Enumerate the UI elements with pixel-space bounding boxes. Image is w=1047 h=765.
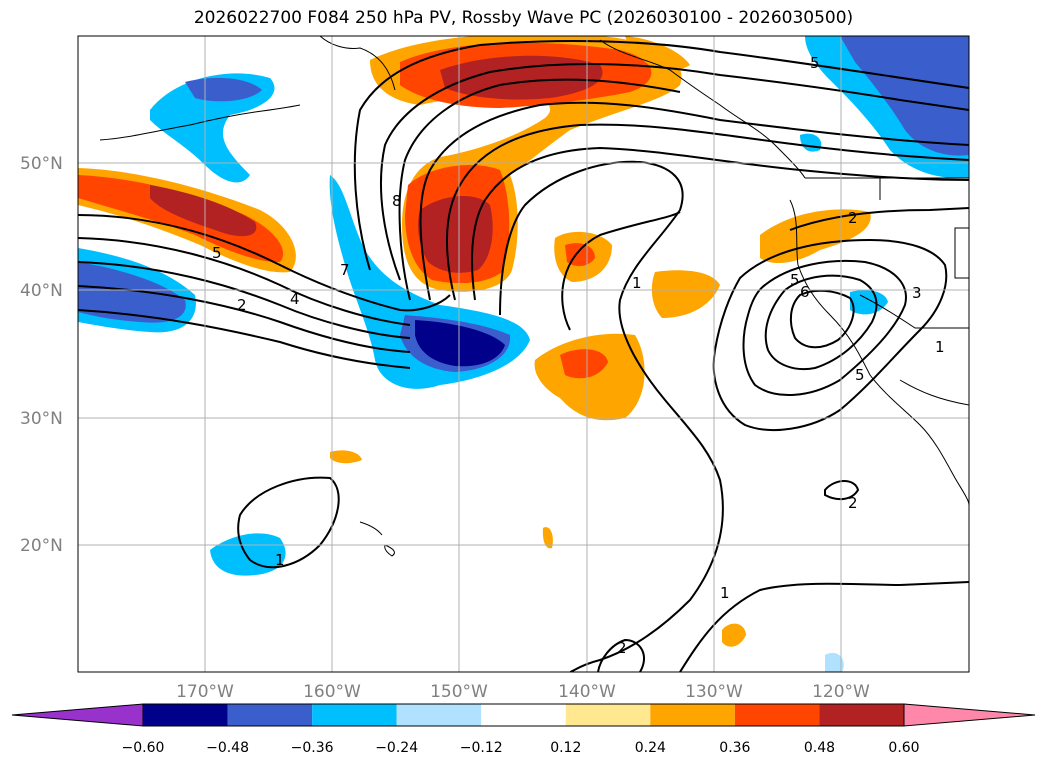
map-title: 2026022700 F084 250 hPa PV, Rossby Wave …: [193, 8, 854, 28]
contour-label: 4: [290, 290, 300, 308]
lon-label: 160°W: [303, 682, 361, 702]
lat-label: 20°N: [20, 536, 63, 556]
colorbar-tick-label: 0.24: [635, 740, 666, 756]
contour-label: 1: [935, 338, 945, 356]
colorbar-extend-high: [903, 703, 1036, 727]
colorbar: −0.60 −0.48 −0.36 −0.24 −0.12 0.12 0.24 0.36 0.4…: [11, 703, 1036, 756]
colorbar-segment: [819, 704, 904, 726]
lat-label: 50°N: [20, 154, 63, 174]
lon-label: 170°W: [176, 682, 234, 702]
colorbar-segment: [650, 704, 735, 726]
colorbar-extend-low: [11, 703, 144, 727]
colorbar-tick-label: −0.24: [375, 740, 418, 756]
contour-label: 1: [275, 551, 285, 569]
colorbar-tick-label: 0.60: [888, 740, 919, 756]
rossby-wave-contours: [78, 39, 969, 672]
colorbar-segment: [312, 704, 397, 726]
colorbar-tick-label: 0.12: [550, 740, 581, 756]
contour-label: 2: [848, 209, 858, 227]
colorbar-segment: [565, 704, 651, 726]
colorbar-segment: [734, 704, 820, 726]
colorbar-tick-label: 0.48: [804, 740, 835, 756]
negative-anomaly-shading: [78, 36, 969, 672]
colorbar-tick-label: −0.48: [206, 740, 249, 756]
contour-label: 6: [800, 283, 810, 301]
longitude-labels: 170°W 160°W 150°W 140°W 130°W 120°W: [176, 682, 870, 702]
lon-label: 150°W: [430, 682, 488, 702]
contour-label: 5: [855, 366, 865, 384]
contour-label: 2: [617, 639, 627, 657]
contour-label: 8: [392, 192, 402, 210]
colorbar-segment: [481, 704, 566, 726]
lon-label: 120°W: [812, 682, 870, 702]
graticule: [78, 36, 969, 672]
contour-label: 1: [720, 584, 730, 602]
colorbar-segment: [227, 704, 313, 726]
colorbar-segment: [143, 704, 228, 726]
contour-labels: 5 8 7 5 4 2 1 5 6 3 2 1 2 1 2 5 1: [212, 54, 945, 657]
latitude-labels: 50°N 40°N 30°N 20°N: [20, 154, 63, 556]
contour-label: 5: [790, 271, 800, 289]
lat-label: 40°N: [20, 281, 63, 301]
colorbar-frame: [142, 703, 905, 727]
colorbar-tick-label: 0.36: [719, 740, 750, 756]
colorbar-tick-label: −0.60: [122, 740, 165, 756]
contour-label: 5: [810, 54, 820, 72]
lon-label: 130°W: [685, 682, 743, 702]
lon-label: 140°W: [558, 682, 616, 702]
contour-label: 1: [632, 274, 642, 292]
contour-label: 3: [912, 284, 922, 302]
contour-label: 2: [237, 296, 247, 314]
plot-frame: [77, 35, 970, 673]
lat-label: 30°N: [20, 409, 63, 429]
colorbar-tick-label: −0.36: [291, 740, 334, 756]
contour-label: 5: [212, 244, 222, 262]
contour-label: 7: [340, 261, 350, 279]
colorbar-segment: [396, 704, 482, 726]
coastlines: [99, 36, 969, 557]
colorbar-tick-label: −0.12: [460, 740, 503, 756]
contour-label: 2: [848, 494, 858, 512]
